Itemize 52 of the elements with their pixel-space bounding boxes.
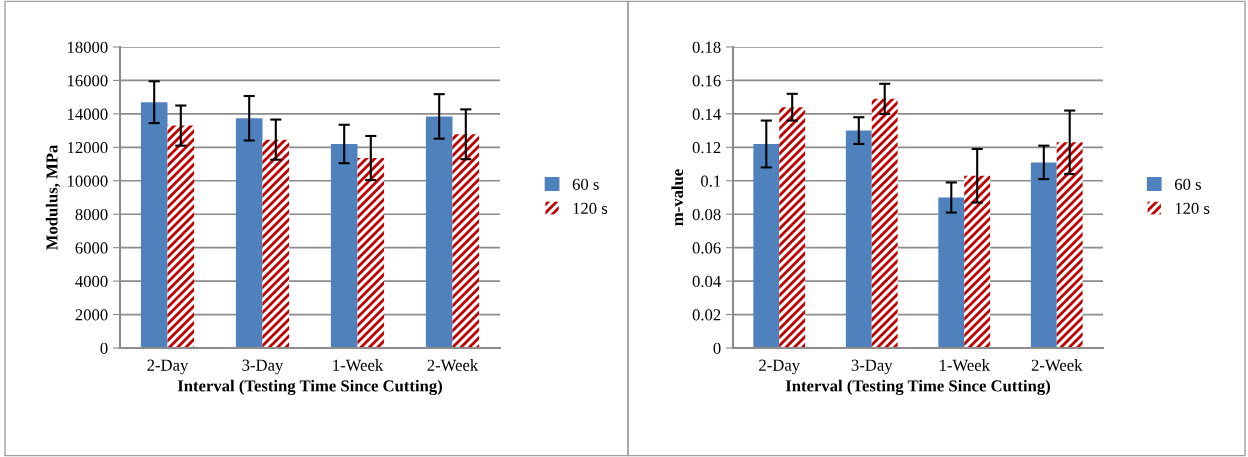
bar — [845, 130, 872, 348]
legend-label: 120 s — [573, 202, 608, 214]
bar — [938, 197, 965, 348]
x-tick-label: 1-Week — [333, 359, 384, 371]
x-axis-title: Interval (Testing Time Since Cutting) — [177, 379, 443, 396]
bar — [1030, 162, 1057, 348]
bar — [140, 102, 168, 348]
bar — [357, 158, 385, 348]
bar — [779, 107, 806, 348]
bar — [262, 139, 290, 348]
bar — [330, 143, 358, 348]
x-tick-label: 3-Day — [851, 359, 893, 375]
y-tick-label: 10000 — [67, 175, 108, 187]
y-tick-label: 0 — [713, 342, 721, 354]
y-axis-title: Modulus, MPa — [45, 144, 60, 250]
y-tick-label: 18000 — [67, 41, 108, 53]
y-tick-label: 12000 — [67, 142, 108, 154]
y-tick-label: 8000 — [75, 208, 108, 221]
x-tick-label: 1-Week — [940, 359, 990, 371]
y-axis-title: m-value — [671, 169, 684, 226]
bar — [1056, 142, 1083, 348]
legend-label: 60 s — [1174, 178, 1201, 190]
y-tick-label: 0.02 — [692, 309, 721, 321]
y-tick-label: 0.04 — [692, 275, 721, 288]
bar — [964, 175, 991, 348]
bar — [167, 125, 195, 348]
x-tick-label: 2-Week — [427, 359, 479, 371]
y-tick-label: 0.1 — [701, 175, 721, 187]
y-tick-label: 14000 — [67, 108, 108, 120]
y-tick-label: 0.06 — [692, 242, 721, 254]
y-tick-label: 6000 — [75, 242, 108, 254]
y-tick-label: 0 — [100, 342, 108, 354]
legend-label: 120 s — [1175, 202, 1210, 214]
legend-label: 60 s — [572, 178, 599, 190]
y-tick-label: 16000 — [67, 75, 108, 87]
x-tick-label: 2-Week — [1031, 359, 1083, 371]
y-tick-label: 4000 — [75, 275, 108, 288]
y-tick-label: 0.18 — [692, 41, 721, 54]
x-axis-title: Interval (Testing Time Since Cutting) — [785, 379, 1051, 396]
y-tick-label: 0.12 — [692, 142, 721, 154]
x-tick-label: 3-Day — [242, 359, 284, 375]
y-tick-label: 0.08 — [692, 208, 721, 221]
x-tick-label: 2-Day — [759, 359, 801, 375]
y-tick-label: 2000 — [75, 309, 108, 321]
bar — [452, 134, 480, 348]
bar — [753, 143, 780, 348]
x-tick-label: 2-Day — [147, 359, 189, 375]
bar — [235, 118, 263, 348]
y-tick-label: 0.16 — [692, 75, 721, 87]
bar — [425, 116, 453, 348]
bar — [871, 98, 898, 348]
y-tick-label: 0.14 — [692, 108, 721, 120]
